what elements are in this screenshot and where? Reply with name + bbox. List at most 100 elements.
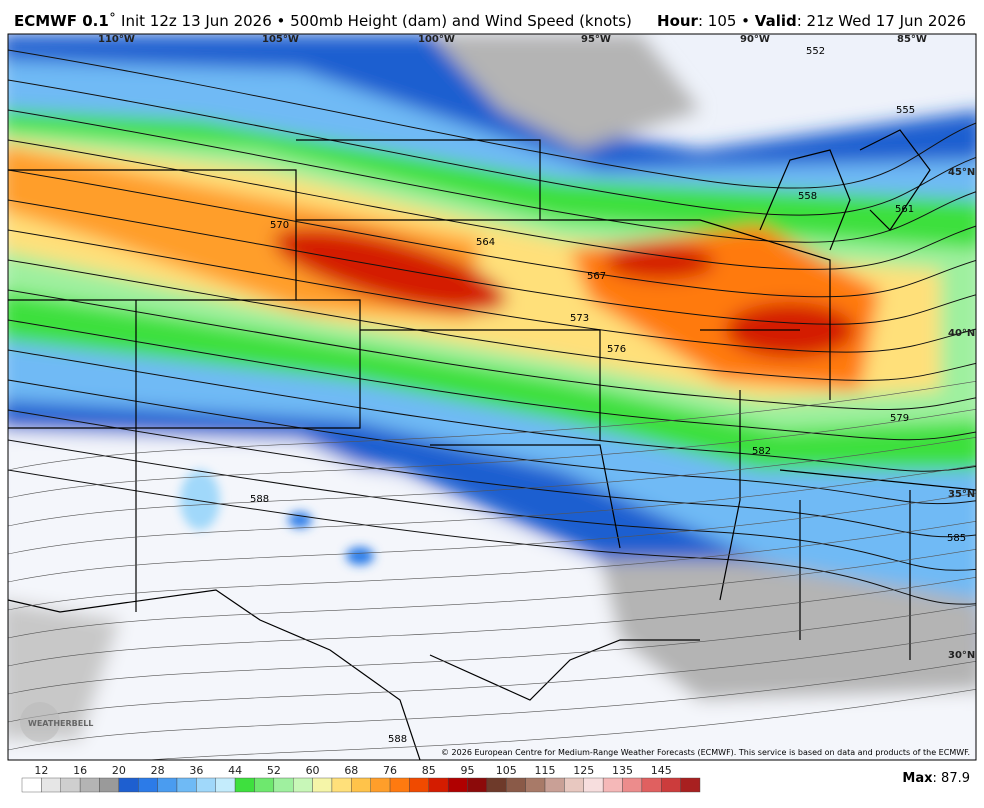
streamline <box>8 632 976 723</box>
colorbar-label: 44 <box>228 764 242 777</box>
coast-border <box>8 589 700 760</box>
colorbar-labels: 12 16 20 28 36 44 52 60 68 76 85 95 105 115 125 135 145 <box>34 764 671 777</box>
colorbar-swatch <box>196 777 216 793</box>
colorbar-label: 85 <box>422 764 436 777</box>
streamline <box>8 576 976 667</box>
contour <box>8 319 976 441</box>
contour <box>8 199 976 325</box>
contour-label: 555 <box>896 105 915 116</box>
lon-label: 95°W <box>581 34 611 45</box>
colorbar-swatch <box>351 777 371 793</box>
colorbar-swatch <box>273 777 294 793</box>
colorbar-swatch <box>622 777 643 793</box>
colorbar-label: 125 <box>573 764 594 777</box>
hour: : 105 • <box>698 12 755 30</box>
lon-label: 110°W <box>98 34 135 45</box>
streamlines <box>8 380 976 760</box>
colorbar-swatch <box>234 777 255 793</box>
contour-label: 561 <box>895 204 914 215</box>
streamline <box>8 548 976 639</box>
colorbar-swatch <box>486 777 507 793</box>
copyright: © 2026 European Centre for Medium-Range … <box>441 748 970 757</box>
colorbar-swatch <box>641 777 662 793</box>
jet-red-1 <box>273 227 507 313</box>
contour-label: 564 <box>476 237 495 248</box>
colorbar-swatch <box>176 777 197 793</box>
colorbar-swatch <box>409 777 429 793</box>
colorbar-swatch <box>99 777 120 793</box>
lat-label: 35°N <box>948 489 975 500</box>
contour <box>8 379 976 505</box>
colorbar-label: 68 <box>344 764 358 777</box>
colorbar-swatch <box>293 777 313 793</box>
colorbar-label: 16 <box>73 764 87 777</box>
lon-label: 90°W <box>740 34 770 45</box>
colorbar-label: 60 <box>306 764 320 777</box>
state-border <box>8 169 297 301</box>
colorbar-swatch <box>389 777 410 793</box>
colorbar-label: 20 <box>112 764 126 777</box>
header-left: ECMWF 0.1˚ Init 12z 13 Jun 2026 • 500mb … <box>14 12 632 30</box>
contour-label: 588 <box>250 494 269 505</box>
colorbar-label: 52 <box>267 764 281 777</box>
colorbar-swatch <box>215 777 236 793</box>
streamline <box>145 688 976 760</box>
colorbar-swatch <box>583 777 604 793</box>
streamline <box>8 492 976 583</box>
contour-label: 570 <box>270 220 289 231</box>
great-lakes <box>759 129 931 251</box>
colorbar-label: 95 <box>461 764 475 777</box>
colorbar-label: 135 <box>612 764 633 777</box>
lat-labels: 45°N 40°N 35°N 30°N <box>948 167 975 661</box>
streamline <box>8 604 976 695</box>
lat-label: 40°N <box>948 328 975 339</box>
colorbar-swatch <box>79 777 100 793</box>
title: ˚ Init 12z 13 Jun 2026 • 500mb Height (d… <box>109 12 632 30</box>
colorbar <box>21 777 701 793</box>
colorbar-swatch <box>331 777 352 793</box>
colorbar-swatch <box>312 777 333 793</box>
blob <box>288 512 312 528</box>
colorbar-swatch <box>370 777 391 793</box>
colorbar-swatch <box>21 777 42 793</box>
blobs <box>180 470 374 565</box>
contour-label: 588 <box>388 734 407 745</box>
map-frame <box>7 33 977 761</box>
lat-label: 45°N <box>948 167 975 178</box>
lon-label: 105°W <box>262 34 299 45</box>
gray-south <box>600 560 976 700</box>
lat-label: 30°N <box>948 650 975 661</box>
logo: WEATHERBELL <box>28 719 93 728</box>
contour <box>8 289 976 410</box>
max: Max: 87.9 <box>902 771 970 786</box>
colorbar-swatch <box>602 777 623 793</box>
colorbar-label: 145 <box>651 764 672 777</box>
colorbar-swatch <box>525 777 546 793</box>
contour <box>8 109 976 243</box>
colorbar-label: 36 <box>189 764 203 777</box>
valid-label: Valid <box>755 12 797 30</box>
contour <box>8 259 976 381</box>
contour <box>8 349 976 472</box>
lon-label: 100°W <box>418 34 455 45</box>
lon-label: 85°W <box>897 34 927 45</box>
streamline <box>8 660 976 751</box>
contour <box>8 169 976 298</box>
contour-label: 573 <box>570 313 589 324</box>
colorbar-swatch <box>428 777 449 793</box>
borders <box>8 129 976 760</box>
colorbar-swatch <box>41 777 61 793</box>
colorbar-swatch <box>467 777 488 793</box>
colorbar-label: 105 <box>496 764 517 777</box>
colorbar-swatch <box>661 777 681 793</box>
blob <box>180 470 220 530</box>
header-right: Hour: 105 • Valid: 21z Wed 17 Jun 2026 <box>657 12 966 30</box>
colorbar-swatch <box>254 777 275 793</box>
max-sep: : <box>933 771 942 786</box>
streamline <box>8 408 976 499</box>
contour-label: 576 <box>607 344 626 355</box>
hour-label: Hour <box>657 12 699 30</box>
contour-labels: 552 555 558 561 564 567 570 573 576 579 582 585 588 5… <box>250 46 966 745</box>
contour <box>8 229 976 353</box>
